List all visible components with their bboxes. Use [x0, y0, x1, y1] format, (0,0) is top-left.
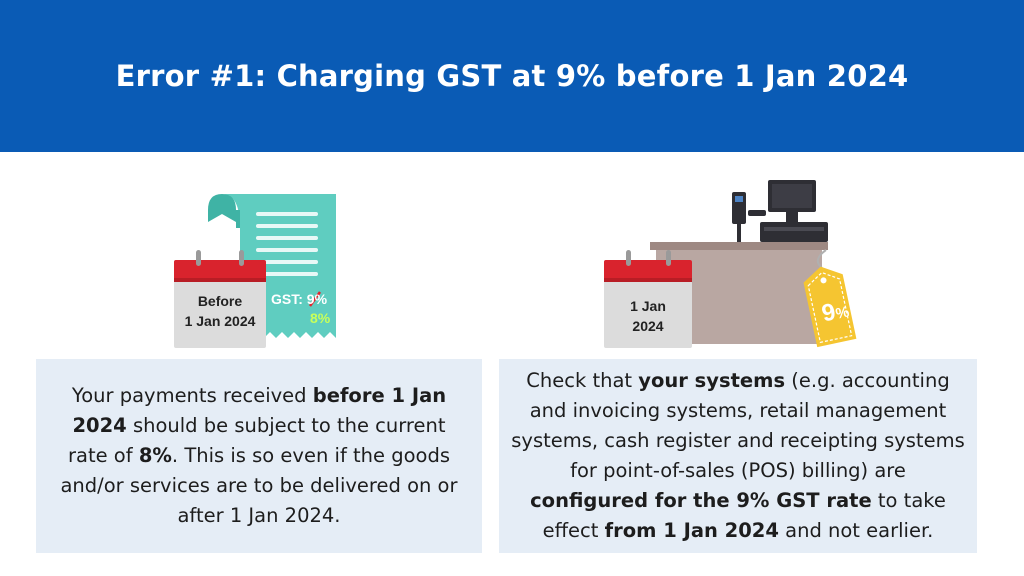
receipt-new-rate: 8% — [310, 310, 331, 326]
calendar-left-line1: Before — [197, 293, 243, 309]
cash-register-icon — [760, 180, 828, 242]
strike-mark — [308, 291, 322, 307]
receipt-calendar-illustration — [174, 194, 336, 348]
info-text-left: Your payments received before 1 Jan 2024… — [60, 384, 458, 527]
calendar-right-text: 1 Jan 2024 — [604, 296, 692, 336]
pos-counter-illustration — [604, 180, 857, 348]
card-terminal-icon — [732, 192, 766, 242]
page-title: Error #1: Charging GST at 9% before 1 Ja… — [115, 59, 909, 93]
receipt-gst-label: GST: — [271, 291, 307, 307]
receipt-old-rate: 9% — [306, 291, 328, 307]
calendar-left-line2: 1 Jan 2024 — [184, 313, 256, 329]
calendar-right-line2: 2024 — [632, 318, 664, 334]
calendar-right-line1: 1 Jan — [630, 298, 666, 314]
calendar-icon — [604, 250, 692, 348]
price-tag-icon — [803, 249, 857, 348]
header-banner: Error #1: Charging GST at 9% before 1 Ja… — [0, 0, 1024, 152]
info-card-systems-check: Check that your systems (e.g. accounting… — [499, 359, 977, 553]
info-card-before-date: Your payments received before 1 Jan 2024… — [36, 359, 482, 553]
receipt-rate-label: GST: 9% — [271, 291, 327, 307]
info-text-right: Check that your systems (e.g. accounting… — [511, 369, 965, 542]
calendar-icon — [174, 250, 266, 348]
price-tag-label: 9% — [819, 296, 851, 329]
calendar-left-text: Before 1 Jan 2024 — [174, 291, 266, 331]
